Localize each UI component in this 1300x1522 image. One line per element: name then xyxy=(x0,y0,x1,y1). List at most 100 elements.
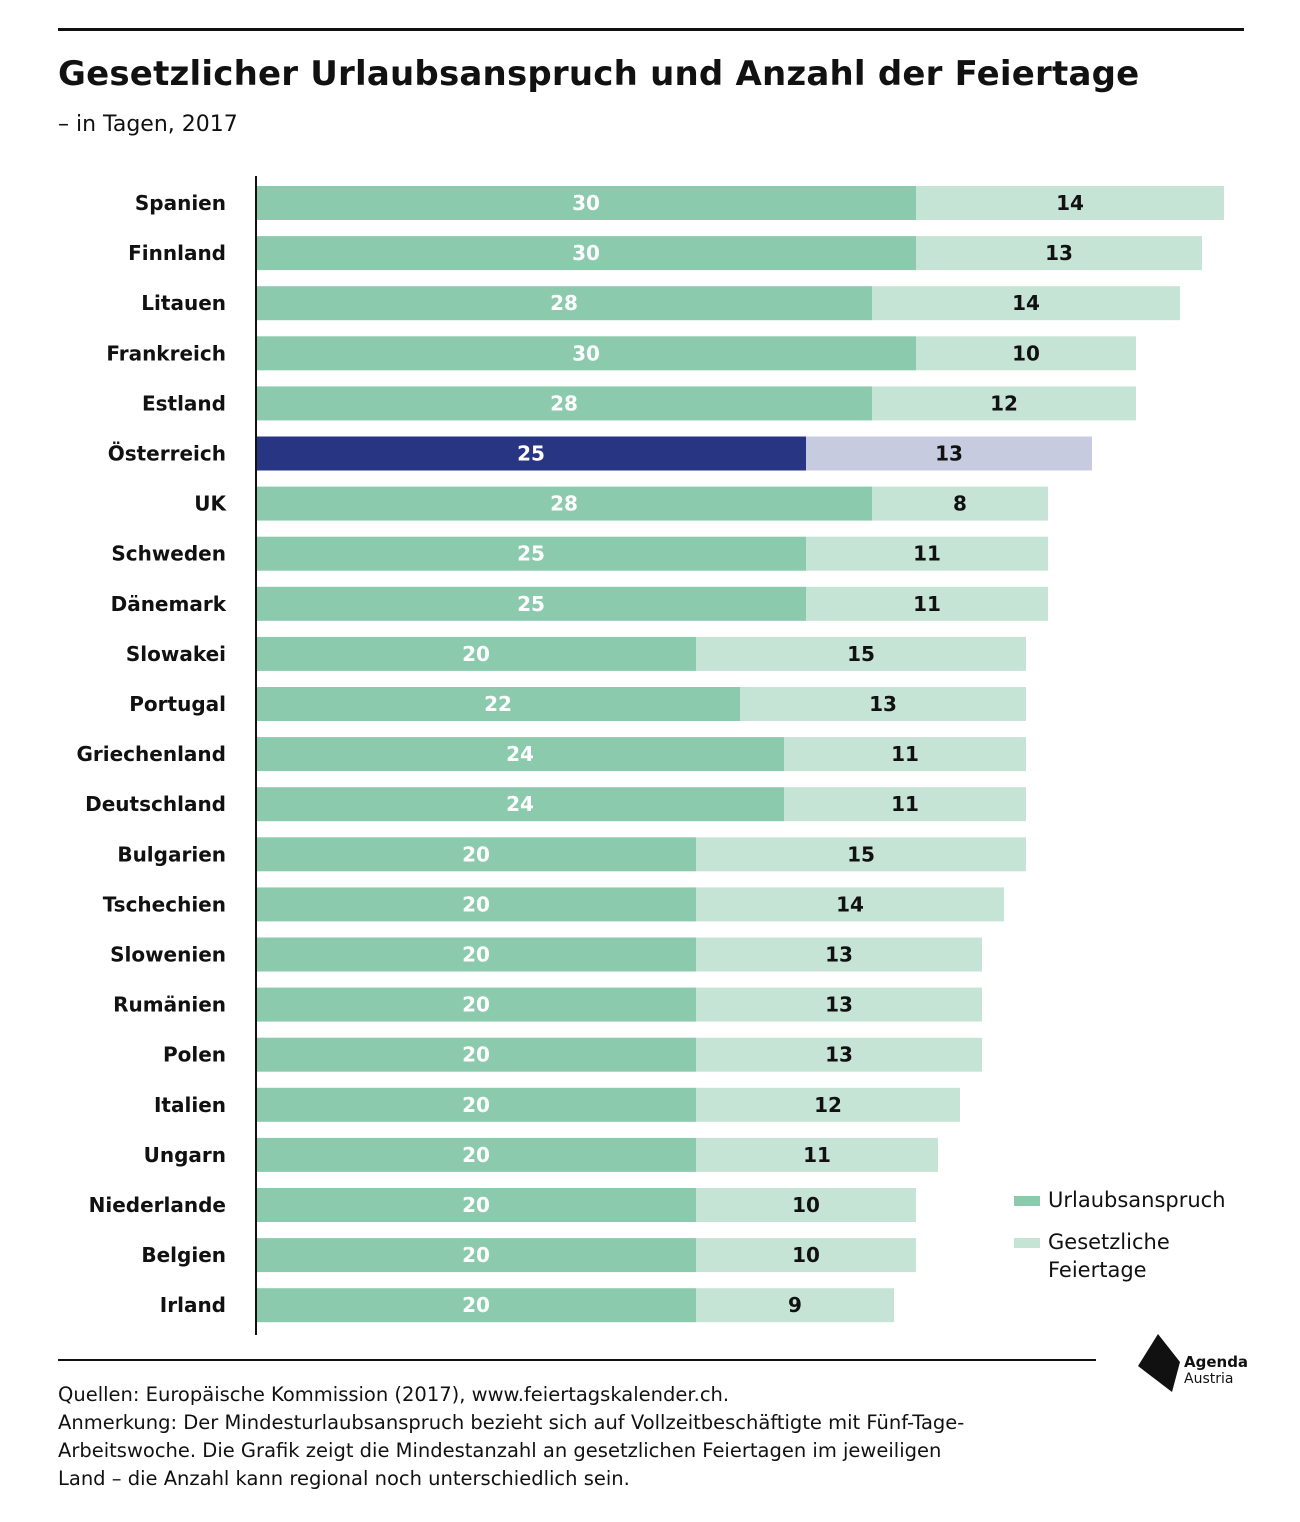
value-label-feiertage-estland: 12 xyxy=(990,391,1018,415)
bar-urlaub-italien xyxy=(256,1087,696,1122)
value-label-feiertage-griechenland: 11 xyxy=(891,742,919,766)
bar-urlaub-rumaenien xyxy=(256,987,696,1022)
bar-urlaub-griechenland xyxy=(256,737,784,772)
value-label-urlaub-deutschland: 24 xyxy=(506,792,534,816)
value-label-feiertage-daenemark: 11 xyxy=(913,592,941,616)
value-label-feiertage-schweden: 11 xyxy=(913,542,941,566)
category-label-irland: Irland xyxy=(160,1293,226,1317)
footer-note-line-3: Land – die Anzahl kann regional noch unt… xyxy=(58,1467,630,1490)
agenda-austria-logo: Agenda Austria xyxy=(1136,1332,1249,1402)
bar-feiertage-belgien xyxy=(696,1238,916,1273)
value-label-urlaub-polen: 20 xyxy=(462,1043,490,1067)
bar-urlaub-bulgarien xyxy=(256,837,696,872)
value-label-urlaub-griechenland: 24 xyxy=(506,742,534,766)
bar-urlaub-ungarn xyxy=(256,1137,696,1172)
category-label-oesterreich: Österreich xyxy=(108,442,226,466)
category-label-estland: Estland xyxy=(142,391,226,415)
category-label-griechenland: Griechenland xyxy=(76,742,226,766)
category-label-schweden: Schweden xyxy=(111,542,226,566)
category-label-niederlande: Niederlande xyxy=(89,1193,226,1217)
category-label-finnland: Finnland xyxy=(128,241,226,265)
category-label-belgien: Belgien xyxy=(141,1243,226,1267)
value-label-feiertage-uk: 8 xyxy=(953,492,967,516)
category-label-slowenien: Slowenien xyxy=(110,943,226,967)
bar-urlaub-polen xyxy=(256,1037,696,1072)
legend-swatch-feiertage xyxy=(1014,1238,1040,1248)
bar-urlaub-portugal xyxy=(256,687,740,721)
value-label-feiertage-belgien: 10 xyxy=(792,1243,820,1267)
chart-title: Gesetzlicher Urlaubsanspruch und Anzahl … xyxy=(58,54,1140,94)
value-label-feiertage-irland: 9 xyxy=(788,1293,802,1317)
bar-urlaub-uk xyxy=(256,486,872,521)
footer-source: Quellen: Europäische Kommission (2017), … xyxy=(58,1383,730,1406)
legend: Urlaubsanspruch Gesetzliche Feiertage xyxy=(1014,1186,1268,1284)
legend-label-feiertage: Gesetzliche Feiertage xyxy=(1048,1230,1170,1282)
bar-feiertage-spanien xyxy=(916,186,1224,220)
bar-feiertage-daenemark xyxy=(806,586,1048,621)
bar-feiertage-slowenien xyxy=(696,937,982,972)
value-label-urlaub-daenemark: 25 xyxy=(517,592,545,616)
category-label-spanien: Spanien xyxy=(135,191,226,215)
bar-feiertage-finnland xyxy=(916,236,1202,271)
value-label-feiertage-tschechien: 14 xyxy=(836,892,864,916)
value-label-feiertage-italien: 12 xyxy=(814,1093,842,1117)
value-label-urlaub-portugal: 22 xyxy=(484,692,512,716)
bar-urlaub-finnland xyxy=(256,236,916,271)
bar-feiertage-italien xyxy=(696,1087,960,1122)
bar-urlaub-spanien xyxy=(256,186,916,220)
value-label-urlaub-belgien: 20 xyxy=(462,1243,490,1267)
logo-name: Agenda xyxy=(1184,1353,1249,1371)
value-label-feiertage-deutschland: 11 xyxy=(891,792,919,816)
bar-feiertage-ungarn xyxy=(696,1137,938,1172)
value-label-feiertage-finnland: 13 xyxy=(1045,241,1073,265)
value-label-feiertage-niederlande: 10 xyxy=(792,1193,820,1217)
bar-feiertage-deutschland xyxy=(784,787,1026,822)
bar-urlaub-slowakei xyxy=(256,636,696,671)
logo-mark-icon xyxy=(1138,1334,1180,1392)
category-label-daenemark: Dänemark xyxy=(111,592,227,616)
bars-group: Spanien 30 14 Finnland 30 13 Litauen 28 14 Frankr… xyxy=(76,186,1224,1323)
category-label-litauen: Litauen xyxy=(141,291,226,315)
value-label-feiertage-bulgarien: 15 xyxy=(847,842,875,866)
bar-feiertage-griechenland xyxy=(784,737,1026,772)
bar-urlaub-estland xyxy=(256,386,872,421)
bar-urlaub-oesterreich xyxy=(256,436,806,471)
value-label-urlaub-rumaenien: 20 xyxy=(462,993,490,1017)
bottom-rule xyxy=(58,1359,1096,1361)
value-label-urlaub-finnland: 30 xyxy=(572,241,600,265)
value-label-urlaub-italien: 20 xyxy=(462,1093,490,1117)
category-label-deutschland: Deutschland xyxy=(85,792,226,816)
value-label-urlaub-slowakei: 20 xyxy=(462,642,490,666)
legend-item-feiertage: Gesetzliche Feiertage xyxy=(1014,1228,1268,1284)
value-label-urlaub-irland: 20 xyxy=(462,1293,490,1317)
category-label-bulgarien: Bulgarien xyxy=(117,842,226,866)
bar-urlaub-irland xyxy=(256,1288,696,1323)
bar-feiertage-slowakei xyxy=(696,636,1026,671)
value-label-urlaub-tschechien: 20 xyxy=(462,892,490,916)
legend-label-urlaub: Urlaubsanspruch xyxy=(1048,1188,1226,1212)
bar-feiertage-polen xyxy=(696,1037,982,1072)
bar-feiertage-bulgarien xyxy=(696,837,1026,872)
value-label-feiertage-litauen: 14 xyxy=(1012,291,1040,315)
bar-feiertage-irland xyxy=(696,1288,894,1323)
category-label-ungarn: Ungarn xyxy=(144,1143,226,1167)
bar-feiertage-oesterreich xyxy=(806,436,1092,471)
top-rule xyxy=(58,28,1244,31)
value-label-urlaub-estland: 28 xyxy=(550,391,578,415)
bar-feiertage-litauen xyxy=(872,286,1180,321)
value-label-urlaub-uk: 28 xyxy=(550,492,578,516)
bar-feiertage-uk xyxy=(872,486,1048,521)
category-label-uk: UK xyxy=(194,492,227,516)
value-label-urlaub-bulgarien: 20 xyxy=(462,842,490,866)
category-label-polen: Polen xyxy=(163,1043,226,1067)
category-label-frankreich: Frankreich xyxy=(106,341,226,365)
value-label-feiertage-portugal: 13 xyxy=(869,692,897,716)
value-label-feiertage-oesterreich: 13 xyxy=(935,442,963,466)
legend-swatch-urlaub xyxy=(1014,1196,1040,1206)
bar-feiertage-estland xyxy=(872,386,1136,421)
value-label-urlaub-oesterreich: 25 xyxy=(517,442,545,466)
category-label-italien: Italien xyxy=(154,1093,226,1117)
category-label-rumaenien: Rumänien xyxy=(113,993,226,1017)
footer-note-line-1: Anmerkung: Der Mindesturlaubsanspruch be… xyxy=(58,1411,965,1434)
category-label-slowakei: Slowakei xyxy=(126,642,226,666)
